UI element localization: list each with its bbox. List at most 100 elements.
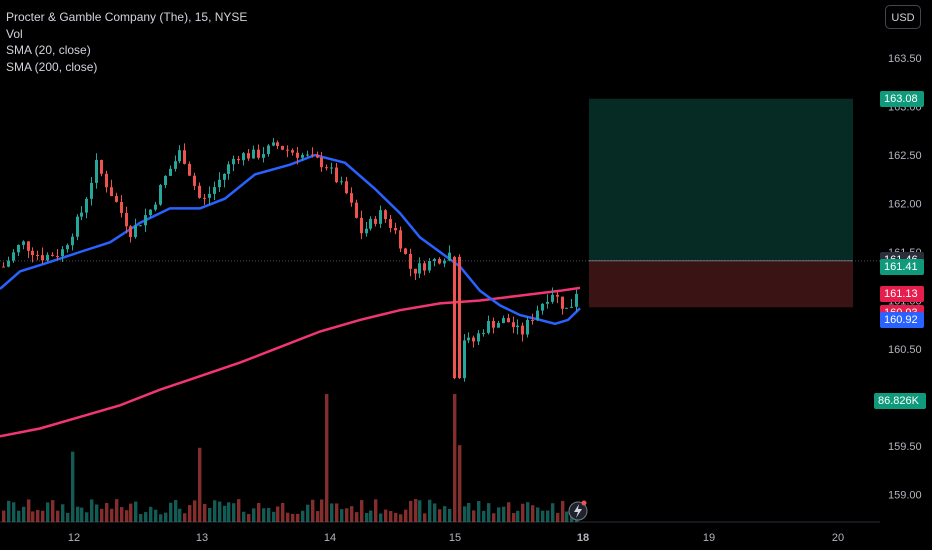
volume-bar (46, 502, 50, 522)
volume-bar (164, 512, 168, 522)
symbol-title[interactable]: Procter & Gamble Company (The), 15, NYSE (6, 10, 248, 24)
candle-body (325, 167, 328, 169)
candle-body (360, 217, 363, 234)
candle-body (575, 294, 578, 307)
sma20-line (0, 153, 581, 326)
volume-bar (115, 499, 119, 522)
time-tick-label: 15 (449, 532, 461, 544)
candle-body (159, 185, 162, 205)
candle-body (110, 187, 113, 197)
candle-body (120, 201, 123, 213)
candle-body (414, 268, 417, 274)
volume-bar (129, 503, 133, 522)
volume-bar (497, 507, 501, 522)
volume-bar (66, 512, 70, 522)
candle-body (115, 196, 118, 202)
volume-bar (389, 511, 393, 522)
candle-body (374, 218, 377, 224)
volume-bar (105, 502, 109, 522)
volume-bar (218, 501, 222, 522)
alert-dot (581, 500, 587, 506)
candle-body (355, 202, 358, 218)
volume-bar (399, 514, 403, 522)
candle-body (252, 149, 255, 159)
price-tick-label: 163.50 (888, 53, 922, 65)
candle-body (365, 228, 368, 234)
volume-bar (85, 512, 89, 522)
candle-body (565, 307, 568, 309)
volume-bar (22, 506, 26, 522)
volume-bar (247, 513, 251, 522)
volume-bar (183, 513, 187, 522)
candle-body (286, 149, 289, 151)
candle-body (129, 226, 132, 237)
volume-bar (257, 502, 261, 522)
volume-bar (232, 503, 236, 522)
candle-body (423, 263, 426, 271)
candle-body (31, 250, 34, 256)
candle-body (27, 241, 30, 251)
volume-bar (330, 503, 334, 522)
candle-body (497, 323, 500, 328)
candle-body (247, 153, 250, 159)
volume-bar (536, 507, 540, 522)
volume-bar (213, 500, 217, 522)
volume-bar (453, 394, 457, 522)
volume-bar (76, 506, 80, 522)
candle-body (154, 204, 157, 210)
price-axis: 163.50163.00162.50162.00161.50161.00160.… (888, 53, 922, 502)
volume-bar (345, 508, 349, 522)
candle-body (472, 337, 475, 342)
volume-bar (242, 511, 246, 522)
time-tick-label: 12 (68, 532, 80, 544)
volume-bar (237, 499, 241, 522)
volume-bar (355, 512, 359, 522)
candle-body (477, 333, 480, 342)
volume-bar (149, 506, 153, 522)
legend-sma20[interactable]: SMA (20, close) (6, 43, 91, 57)
volume-bar (477, 501, 481, 522)
candle-body (36, 255, 39, 257)
volume-bar (120, 507, 124, 522)
volume-bar (340, 509, 344, 522)
legend-vol[interactable]: Vol (6, 26, 23, 41)
volume-bar (134, 501, 138, 522)
volume-bar (61, 504, 65, 522)
volume-bar (507, 502, 511, 522)
volume-bar (80, 507, 84, 522)
volume-bar (154, 509, 158, 522)
volume-bar (379, 513, 383, 522)
volume-bar (198, 447, 202, 522)
candle-body (169, 168, 172, 176)
candle-body (507, 318, 510, 323)
candle-body (164, 175, 167, 186)
volume-bar (320, 499, 324, 522)
candle-body (276, 142, 279, 147)
candle-body (350, 193, 353, 203)
currency-button[interactable]: USD (885, 5, 921, 29)
volume-bar (262, 508, 266, 522)
volume-bar (492, 513, 496, 522)
volume-bar (311, 499, 315, 522)
volume-bar (110, 508, 114, 522)
volume-bar (159, 514, 163, 522)
volume-bar (36, 510, 40, 522)
candle-body (178, 150, 181, 162)
volume-bar (463, 506, 467, 522)
target-price-label: 163.08 (880, 90, 924, 107)
legend-sma200[interactable]: SMA (200, close) (6, 59, 98, 74)
candle-body (404, 248, 407, 254)
candle-body (100, 159, 103, 174)
candle-body (2, 266, 5, 268)
candle-body (71, 236, 74, 246)
candle-body (296, 152, 299, 158)
volume-bar (169, 502, 173, 522)
volume-bar (374, 499, 378, 522)
candle-body (267, 145, 270, 155)
volume-bar (203, 503, 207, 522)
volume-bar (316, 511, 320, 522)
volume-bar (561, 500, 565, 522)
volume-bar (272, 511, 276, 522)
volume-bar (41, 510, 45, 522)
